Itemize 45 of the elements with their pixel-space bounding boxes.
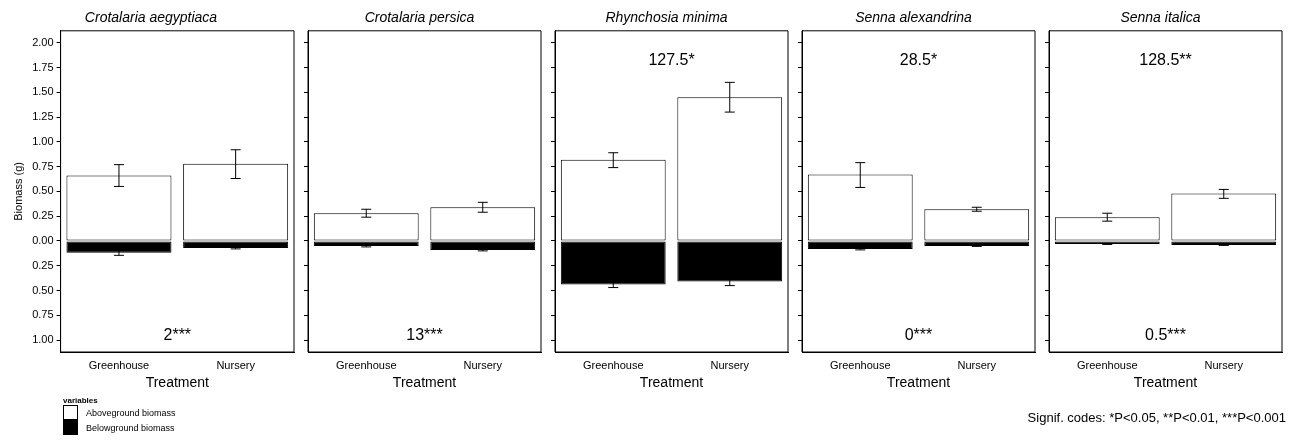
- y-tick-label: 0.00: [32, 234, 54, 246]
- x-tick-label: Nursery: [216, 358, 256, 371]
- chart-title: Crotalaria aegyptiaca: [84, 9, 218, 26]
- chart-title: Rhynchosia minima: [605, 9, 728, 26]
- y-axis-title: Biomass (g): [11, 162, 24, 221]
- x-tick-label: Greenhouse: [829, 358, 891, 371]
- x-tick-label: Greenhouse: [88, 358, 150, 371]
- chart-title: Senna alexandrina: [855, 9, 973, 26]
- y-tick-label: 1.75: [32, 60, 54, 73]
- x-tick-label: Nursery: [710, 358, 750, 371]
- x-tick-label: Nursery: [957, 358, 997, 371]
- text: Signif. codes: *P<0.05, **P<0.01, ***P<0.001: [1027, 410, 1286, 425]
- x-axis-title: Treatment: [392, 374, 457, 391]
- y-tick-label: 2.00: [32, 35, 54, 48]
- x-tick-label: Greenhouse: [335, 358, 397, 371]
- x-tick-label: Greenhouse: [582, 358, 644, 371]
- y-tick-label: 0.25: [32, 209, 54, 222]
- annotation: 2***: [163, 326, 192, 344]
- x-tick-label: Nursery: [1204, 358, 1244, 371]
- x-axis-title: Treatment: [886, 374, 951, 391]
- x-axis-title: Treatment: [1133, 374, 1198, 391]
- legend-title: variables: [63, 396, 99, 405]
- annotation: 127.5*: [648, 51, 695, 69]
- chart-title: Crotalaria persica: [364, 9, 475, 26]
- chart-title: Senna italica: [1120, 9, 1201, 26]
- annotation: 128.5**: [1139, 51, 1192, 69]
- x-axis-title: Treatment: [639, 374, 704, 391]
- legend-label: Belowground biomass: [86, 422, 175, 433]
- y-tick-label: 1.00: [32, 333, 54, 346]
- y-tick-label: 1.00: [32, 134, 54, 147]
- annotation: 0.5***: [1145, 326, 1186, 344]
- y-tick-label: 0.25: [32, 258, 54, 271]
- x-tick-label: Greenhouse: [1076, 358, 1138, 371]
- legend-label: Aboveground biomass: [86, 407, 176, 418]
- y-tick-label: 0.75: [32, 159, 54, 172]
- x-axis-title: Treatment: [145, 374, 210, 391]
- y-tick-label: 0.50: [32, 184, 54, 197]
- y-tick-label: 0.75: [32, 308, 54, 321]
- y-tick-label: 1.50: [32, 85, 54, 98]
- annotation: 0***: [904, 326, 933, 344]
- annotation: 13***: [406, 326, 443, 344]
- y-tick-label: 1.25: [32, 110, 54, 123]
- x-tick-label: Nursery: [463, 358, 503, 371]
- annotation: 28.5*: [899, 51, 938, 69]
- y-tick-label: 0.50: [32, 283, 54, 296]
